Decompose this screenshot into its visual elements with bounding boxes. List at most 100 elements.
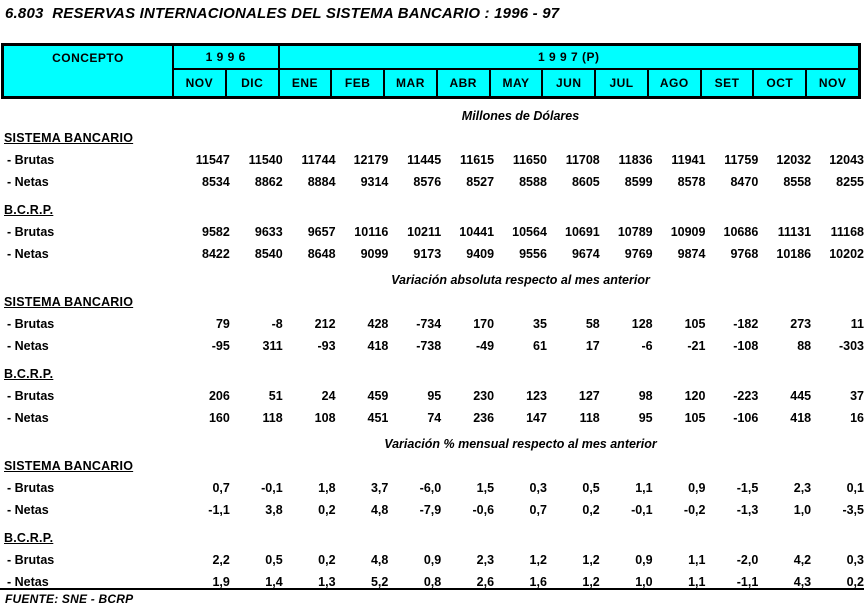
value-cell: 230	[473, 389, 495, 403]
value-cell: 10441	[459, 225, 495, 239]
value-cell: 1,3	[318, 575, 336, 589]
value-cell: -3,5	[842, 503, 864, 517]
value-cell: 98	[638, 389, 653, 403]
row-label: - Netas	[7, 503, 49, 517]
value-cell: 37	[850, 389, 864, 403]
value-cell: -1,3	[736, 503, 759, 517]
table-row: - Brutas 2,2 0,5 0,2 4,8 0,9 2,3 1,2 1,2 0,9 1,1 -2…	[0, 549, 864, 571]
month-header-cell: DIC	[224, 70, 278, 96]
value-cell: 1,8	[318, 481, 336, 495]
value-cell: -49	[475, 339, 495, 353]
value-cell: 12179	[353, 153, 389, 167]
value-cell: 9768	[730, 247, 759, 261]
table-row: - Brutas 0,7 -0,1 1,8 3,7 -6,0 1,5 0,3 0,5 1,1 0,9…	[0, 477, 864, 499]
value-cell: -108	[733, 339, 759, 353]
value-cell: -8	[271, 317, 283, 331]
value-cell: 9674	[571, 247, 600, 261]
concepto-header-cell: CONCEPTO	[52, 51, 124, 65]
value-cell: 9582	[202, 225, 230, 239]
value-cell: 12043	[829, 153, 864, 167]
month-header-cell: OCT	[752, 70, 805, 96]
value-cell: 4,3	[793, 575, 812, 589]
value-cell: 127	[578, 389, 600, 403]
value-cell: 311	[262, 339, 283, 353]
month-header-cell: ABR	[435, 70, 489, 96]
value-cell: 11445	[407, 153, 442, 167]
value-cell: 11131	[777, 225, 812, 239]
row-group: SISTEMA BANCARIO - Brutas 11547 11540 11744 1…	[0, 127, 864, 193]
value-cell: 58	[585, 317, 600, 331]
value-cell: 2,3	[476, 553, 495, 567]
group-header: B.C.R.P.	[4, 203, 54, 217]
source-note: FUENTE: SNE - BCRP	[5, 592, 134, 606]
section-caption: Variación % mensual respecto al mes ante…	[384, 437, 657, 451]
value-cell: -0,1	[261, 481, 283, 495]
table-row: - Brutas 9582 9633 9657 10116 10211 10441 10564…	[0, 221, 864, 243]
value-cell: 10186	[776, 247, 812, 261]
value-cell: 0,9	[635, 553, 653, 567]
value-cell: 10691	[565, 225, 600, 239]
month-header-cell: JUL	[594, 70, 647, 96]
value-cell: 11547	[195, 153, 230, 167]
value-cell: -223	[733, 389, 759, 403]
value-cell: 8576	[413, 175, 442, 189]
value-cell: 8884	[307, 175, 336, 189]
value-cell: 1,9	[212, 575, 230, 589]
value-cell: -95	[211, 339, 230, 353]
value-cell: 11708	[565, 153, 600, 167]
value-cell: 428	[367, 317, 389, 331]
group-header: SISTEMA BANCARIO	[4, 295, 134, 309]
value-cell: 0,9	[423, 553, 442, 567]
value-cell: 105	[684, 317, 706, 331]
value-cell: 9633	[254, 225, 283, 239]
value-cell: 160	[208, 411, 230, 425]
value-cell: 1,2	[529, 553, 547, 567]
table-row: - Netas -95 311 -93 418 -738 -49 61 17 -6 -21 -108 8…	[0, 335, 864, 357]
value-cell: 5,2	[370, 575, 389, 589]
value-cell: 1,5	[476, 481, 495, 495]
value-cell: -734	[416, 317, 442, 331]
value-cell: 8255	[836, 175, 864, 189]
value-cell: 128	[631, 317, 653, 331]
value-cell: -1,1	[208, 503, 230, 517]
table-row: - Brutas 11547 11540 11744 12179 11445 11615 11…	[0, 149, 864, 171]
row-group: B.C.R.P. - Brutas 9582 9633 9657 10116 10211 10…	[0, 199, 864, 265]
value-cell: 273	[790, 317, 812, 331]
row-label: - Brutas	[7, 153, 55, 167]
value-cell: 9556	[519, 247, 547, 261]
value-cell: 105	[684, 411, 706, 425]
value-cell: 10564	[512, 225, 547, 239]
row-group: SISTEMA BANCARIO - Brutas 79 -8 212 428 -734 17…	[0, 291, 864, 357]
row-label: - Netas	[7, 339, 49, 353]
month-header-cell: MAR	[383, 70, 436, 96]
value-cell: -0,2	[683, 503, 706, 517]
value-cell: 9099	[360, 247, 389, 261]
row-label: - Brutas	[7, 553, 55, 567]
value-cell: 9409	[466, 247, 495, 261]
value-cell: 61	[533, 339, 547, 353]
value-cell: 459	[367, 389, 389, 403]
group-header: B.C.R.P.	[4, 531, 54, 545]
value-cell: 9874	[677, 247, 706, 261]
value-cell: 9657	[307, 225, 336, 239]
value-cell: 8648	[307, 247, 336, 261]
value-cell: 445	[790, 389, 812, 403]
row-label: - Netas	[7, 247, 49, 261]
value-cell: 8534	[202, 175, 230, 189]
row-group: B.C.R.P. - Brutas 2,2 0,5 0,2 4,8 0,9 2,3 1,2 1,2…	[0, 527, 864, 593]
value-cell: 10116	[354, 225, 389, 239]
row-label: - Brutas	[7, 225, 55, 239]
value-cell: 11168	[830, 225, 864, 239]
table-row: - Brutas 79 -8 212 428 -734 170 35 58 128 105 -182 2…	[0, 313, 864, 335]
value-cell: 8470	[730, 175, 759, 189]
value-cell: 11759	[724, 153, 759, 167]
value-cell: 118	[579, 411, 600, 425]
year-1996-header-cell: 1 9 9 6	[172, 46, 278, 70]
value-cell: 11	[850, 317, 864, 331]
value-cell: 10909	[670, 225, 706, 239]
value-cell: -7,9	[419, 503, 442, 517]
value-cell: 147	[526, 411, 547, 425]
value-cell: -1,1	[736, 575, 759, 589]
value-cell: 0,3	[529, 481, 547, 495]
value-cell: 0,2	[318, 503, 336, 517]
